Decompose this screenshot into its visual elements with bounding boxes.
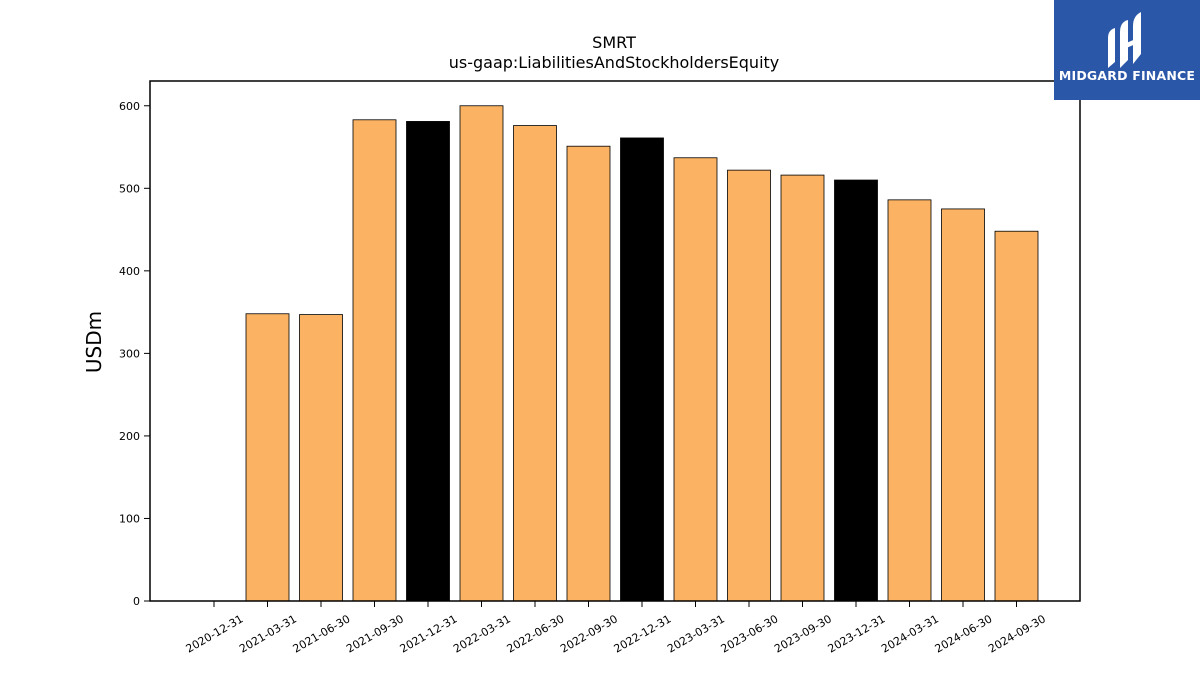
x-tick-label: 2020-12-31 [184, 612, 246, 655]
y-tick-label: 200 [119, 430, 140, 443]
bar-2024-06-30 [941, 208, 985, 602]
bar-2022-03-31 [459, 105, 504, 602]
bars-group [245, 105, 1039, 602]
x-tick-label: 2022-09-30 [558, 612, 620, 655]
bar-2024-09-30 [994, 230, 1039, 602]
x-axis-ticks: 2020-12-312021-03-312021-06-302021-09-30… [184, 601, 1048, 656]
x-tick-label: 2024-06-30 [933, 612, 995, 655]
x-tick-label: 2021-03-31 [237, 612, 299, 655]
bar-2024-03-31 [887, 199, 932, 602]
bar-2021-12-31 [406, 121, 450, 602]
x-tick-label: 2022-03-31 [451, 612, 513, 655]
bar-2023-12-31 [834, 179, 878, 602]
x-tick-label: 2024-03-31 [879, 612, 941, 655]
bar-2022-12-31 [620, 137, 664, 602]
x-tick-label: 2023-06-30 [719, 612, 781, 655]
x-tick-label: 2023-09-30 [772, 612, 834, 655]
bar-2023-06-30 [727, 169, 771, 602]
y-tick-label: 100 [119, 512, 140, 525]
x-tick-label: 2022-12-31 [612, 612, 674, 655]
midgard-logo-icon [1108, 12, 1141, 68]
x-tick-label: 2021-06-30 [291, 612, 353, 655]
x-tick-label: 2022-06-30 [505, 612, 567, 655]
bar-2022-09-30 [566, 145, 611, 602]
plot-frame [149, 80, 1081, 602]
y-tick-label: 300 [119, 347, 140, 360]
y-tick-label: 600 [119, 100, 140, 113]
x-tick-label: 2021-12-31 [398, 612, 460, 655]
y-tick-label: 500 [119, 182, 140, 195]
bar-2023-09-30 [780, 174, 825, 602]
y-tick-label: 0 [133, 595, 140, 608]
logo-text: MIDGARD FINANCE [1058, 68, 1196, 83]
midgard-finance-logo: MIDGARD FINANCE [1054, 0, 1200, 100]
bar-2021-03-31 [245, 313, 290, 602]
x-tick-label: 2023-03-31 [665, 612, 727, 655]
chart-title: SMRT [592, 33, 636, 52]
y-axis-label: USDm [82, 311, 106, 373]
x-tick-label: 2023-12-31 [826, 612, 888, 655]
bar-2021-09-30 [352, 119, 397, 602]
y-tick-label: 400 [119, 265, 140, 278]
x-tick-label: 2024-09-30 [986, 612, 1048, 655]
x-tick-label: 2021-09-30 [344, 612, 406, 655]
bar-2023-03-31 [673, 157, 718, 602]
chart-subtitle: us-gaap:LiabilitiesAndStockholdersEquity [449, 53, 780, 72]
y-axis-ticks: 0 100 200 300 400 500 600 [119, 100, 150, 608]
bar-2022-06-30 [513, 125, 557, 602]
bar-2021-06-30 [299, 314, 343, 602]
